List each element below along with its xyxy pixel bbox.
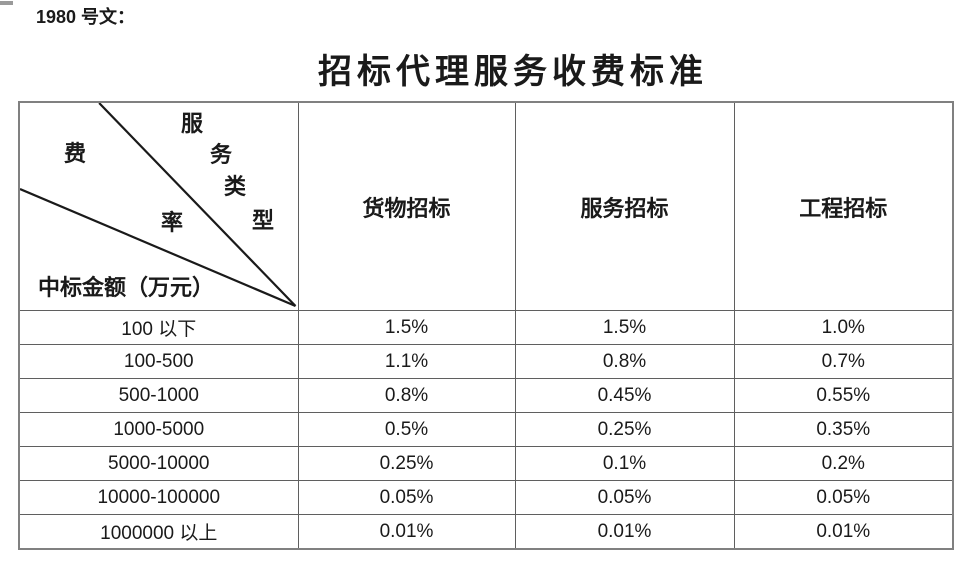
service-rate-cell: 0.8% bbox=[514, 344, 735, 379]
goods-rate-cell: 0.05% bbox=[297, 480, 516, 515]
amount-range-cell: 500-1000 bbox=[18, 378, 299, 413]
column-header-goods: 货物招标 bbox=[297, 101, 516, 311]
goods-rate-cell: 1.1% bbox=[297, 344, 516, 379]
engineering-rate-cell: 0.2% bbox=[733, 446, 954, 481]
goods-rate-cell: 0.5% bbox=[297, 412, 516, 447]
amount-range-cell: 100-500 bbox=[18, 344, 299, 379]
screenshot-edge-artifact bbox=[0, 1, 13, 5]
corner-label-rate-char-1: 费 bbox=[63, 141, 87, 166]
amount-axis-label: 中标金额（万元） bbox=[38, 275, 215, 300]
engineering-rate-cell: 1.0% bbox=[733, 310, 954, 345]
title-container: 招标代理服务收费标准 bbox=[0, 44, 976, 93]
corner-label-type-char-4: 型 bbox=[251, 208, 275, 233]
amount-range-cell: 1000-5000 bbox=[18, 412, 299, 447]
amount-range-cell: 10000-100000 bbox=[18, 480, 299, 515]
column-header-service: 服务招标 bbox=[514, 101, 735, 311]
service-rate-cell: 1.5% bbox=[514, 310, 735, 345]
goods-rate-cell: 0.8% bbox=[297, 378, 516, 413]
fee-standard-table: 服 务 类 型 费 率 中标金额（万元） 货物招标 服务招标 工程招标 100 … bbox=[18, 101, 954, 550]
amount-range-cell: 5000-10000 bbox=[18, 446, 299, 481]
service-rate-cell: 0.25% bbox=[514, 412, 735, 447]
goods-rate-cell: 0.01% bbox=[297, 514, 516, 550]
header-row: 服 务 类 型 费 率 中标金额（万元） 货物招标 服务招标 工程招标 bbox=[18, 101, 954, 311]
goods-rate-cell: 1.5% bbox=[297, 310, 516, 345]
table-row: 10000-100000 0.05% 0.05% 0.05% bbox=[18, 480, 954, 515]
table-row: 5000-10000 0.25% 0.1% 0.2% bbox=[18, 446, 954, 481]
service-rate-cell: 0.01% bbox=[514, 514, 735, 550]
amount-range-cell: 100 以下 bbox=[18, 310, 299, 345]
page-title: 招标代理服务收费标准 bbox=[318, 54, 708, 91]
table-row: 100 以下 1.5% 1.5% 1.0% bbox=[18, 310, 954, 345]
goods-rate-cell: 0.25% bbox=[297, 446, 516, 481]
service-rate-cell: 0.05% bbox=[514, 480, 735, 515]
table-row: 1000-5000 0.5% 0.25% 0.35% bbox=[18, 412, 954, 447]
service-rate-cell: 0.45% bbox=[514, 378, 735, 413]
column-header-engineering: 工程招标 bbox=[733, 101, 954, 311]
diagonal-split-header-cell: 服 务 类 型 费 率 中标金额（万元） bbox=[18, 101, 299, 311]
engineering-rate-cell: 0.01% bbox=[733, 514, 954, 550]
service-rate-cell: 0.1% bbox=[514, 446, 735, 481]
engineering-rate-cell: 0.7% bbox=[733, 344, 954, 379]
corner-label-rate-char-2: 率 bbox=[160, 210, 184, 235]
engineering-rate-cell: 0.55% bbox=[733, 378, 954, 413]
amount-range-cell: 1000000 以上 bbox=[18, 514, 299, 550]
diagonal-divider-lines bbox=[20, 103, 297, 308]
engineering-rate-cell: 0.05% bbox=[733, 480, 954, 515]
table-row: 500-1000 0.8% 0.45% 0.55% bbox=[18, 378, 954, 413]
document-reference: 1980 号文： bbox=[36, 7, 136, 27]
corner-label-type-char-1: 服 bbox=[180, 111, 204, 136]
corner-label-type-char-3: 类 bbox=[223, 174, 247, 199]
corner-label-type-char-2: 务 bbox=[209, 142, 233, 167]
table-row: 100-500 1.1% 0.8% 0.7% bbox=[18, 344, 954, 379]
table-row: 1000000 以上 0.01% 0.01% 0.01% bbox=[18, 514, 954, 550]
engineering-rate-cell: 0.35% bbox=[733, 412, 954, 447]
